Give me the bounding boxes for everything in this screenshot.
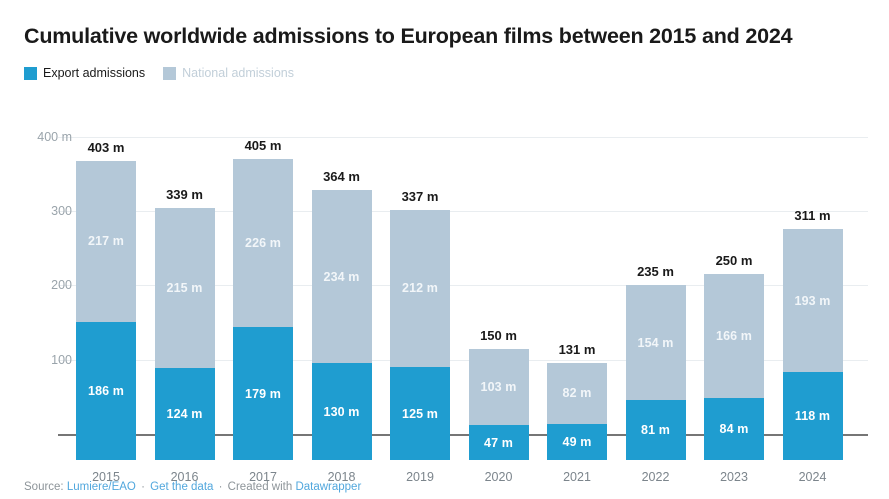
bar-segment-label-national: 234 m [323,269,360,284]
bar-group[interactable]: 125 m 212 m 337 m 2019 [390,26,450,484]
footer-datawrapper-link[interactable]: Datawrapper [295,481,362,493]
bar-segment-label-national: 212 m [402,281,438,296]
gridline [58,211,868,213]
chart-legend: Export admissions National admissions [24,65,294,81]
bar-segment-label-export: 124 m [166,406,203,421]
bar-segment-label-national: 103 m [480,379,517,394]
bar-group[interactable]: 186 m 217 m 403 m 2015 [76,26,136,484]
bar-segment-national[interactable]: 82 m [547,362,607,424]
footer-source-link[interactable]: Lumiere/EAO [66,481,136,493]
x-axis-tick-label: 2016 [170,470,199,484]
y-axis-tick-label: 100 [51,352,72,367]
bar-segment-label-national: 82 m [562,386,592,401]
bar-segment-national[interactable]: 193 m [782,228,843,373]
bar-segment-export[interactable]: 124 m [154,367,215,460]
bar-segment-export[interactable]: 130 m [311,363,372,460]
bar-segment-export[interactable]: 81 m [625,399,686,460]
bar-total-label: 339 m [166,187,203,203]
bar-segment-national[interactable]: 212 m [390,209,450,368]
gridline [58,136,868,138]
chart-title: Cumulative worldwide admissions to Europ… [24,24,793,48]
x-axis-tick-label: 2017 [249,470,277,484]
bar-segment-national[interactable]: 215 m [154,208,215,368]
x-axis-tick-label: 2015 [92,470,120,484]
bar-segment-label-export: 49 m [562,434,592,449]
bar-segment-label-national: 215 m [166,281,203,296]
bar-segment-national[interactable]: 166 m [704,274,764,398]
bar-segment-export[interactable]: 84 m [704,397,764,460]
bar-total-label: 311 m [794,207,831,223]
x-axis-tick-label: 2022 [641,470,670,484]
bar-segment-national[interactable]: 103 m [468,348,529,426]
bar-group[interactable]: 118 m 193 m 311 m 2024 [782,26,843,484]
bar-segment-export[interactable]: 125 m [390,367,450,460]
bar-group[interactable]: 47 m 103 m 150 m 2020 [468,26,529,484]
bar-total-label: 250 m [715,253,753,269]
bar-segment-export[interactable]: 179 m [233,327,293,460]
bar-segment-label-export: 130 m [323,404,360,419]
chart-footer: Source: Lumiere/EAO · Get the data · Cre… [24,481,361,493]
legend-item-national[interactable]: National admissions [163,65,294,81]
y-axis-tick-label: 300 [51,204,72,219]
footer-source-prefix: Source: [24,481,64,493]
footer-created-prefix: Created with [227,481,293,493]
bar-segment-label-export: 118 m [794,409,831,424]
bar-total-label: 405 m [244,138,282,154]
bar-segment-national[interactable]: 154 m [625,285,686,400]
x-axis-tick-label: 2021 [563,470,591,484]
bar-segment-export[interactable]: 47 m [468,425,529,460]
bar-segment-label-national: 226 m [245,236,281,251]
gridline [58,359,868,361]
gridline [58,285,868,287]
y-axis-tick-label: 200 [51,278,72,293]
bar-segment-label-export: 179 m [245,386,281,401]
bar-segment-export[interactable]: 186 m [76,321,136,460]
bar-total-label: 337 m [401,188,439,204]
x-axis-baseline [58,434,868,436]
bar-total-label: 150 m [480,327,517,343]
bar-segment-export[interactable]: 49 m [547,423,607,460]
x-axis-tick-label: 2019 [406,470,434,484]
bar-total-label: 403 m [87,139,125,155]
bar-total-label: 131 m [558,341,596,357]
legend-label-national: National admissions [182,65,294,80]
x-axis-tick-label: 2020 [484,470,513,484]
x-axis-tick-label: 2024 [798,470,827,484]
bar-segment-label-export: 84 m [719,421,749,436]
bar-group[interactable]: 179 m 226 m 405 m 2017 [233,26,293,484]
bar-segment-national[interactable]: 226 m [233,159,293,328]
legend-label-export: Export admissions [43,65,146,80]
plot-area: 100 200 300 400 m 186 m 217 m 403 m 2015 124 m 21… [37,26,868,484]
bar-segment-national[interactable]: 234 m [311,189,372,364]
bar-segment-label-national: 217 m [88,234,124,249]
bar-segment-label-national: 166 m [716,328,752,343]
bar-segment-label-export: 47 m [484,435,513,450]
legend-item-export[interactable]: Export admissions [24,65,145,81]
bar-total-label: 235 m [637,264,674,280]
footer-get-data-link[interactable]: Get the data [150,481,214,493]
bar-group[interactable]: 124 m 215 m 339 m 2016 [154,26,215,484]
bar-group[interactable]: 49 m 82 m 131 m 2021 [547,26,607,484]
legend-swatch-icon [163,66,177,80]
bar-group[interactable]: 81 m 154 m 235 m 2022 [625,26,686,484]
bar-segment-national[interactable]: 217 m [76,160,136,322]
footer-separator-1: · [141,481,145,493]
footer-separator-2: · [218,481,223,493]
legend-swatch-icon [24,66,37,80]
bar-segment-label-national: 154 m [637,335,674,350]
y-axis-tick-label: 400 m [37,129,72,144]
bar-segment-export[interactable]: 118 m [782,372,843,460]
bar-total-label: 364 m [323,168,360,184]
x-axis-tick-label: 2023 [720,470,748,484]
bar-segment-label-export: 125 m [402,406,438,421]
bar-segment-label-export: 81 m [641,422,670,437]
x-axis-tick-label: 2018 [327,470,356,484]
bar-group[interactable]: 130 m 234 m 364 m 2018 [311,26,372,484]
bar-segment-label-export: 186 m [88,383,124,398]
bar-group[interactable]: 84 m 166 m 250 m 2023 [704,26,764,484]
bar-segment-label-national: 193 m [794,293,831,308]
